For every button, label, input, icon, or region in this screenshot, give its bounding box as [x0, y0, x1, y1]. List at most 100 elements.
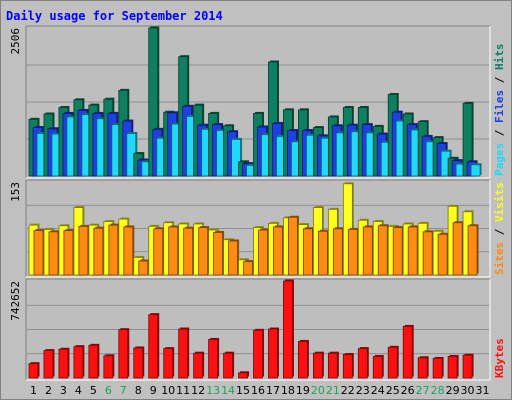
sites-bar — [273, 226, 283, 276]
legend-separator: / — [493, 222, 506, 242]
kbytes-bar — [58, 348, 69, 379]
kbytes-bar — [417, 357, 428, 379]
day-label: 12 — [191, 384, 205, 397]
kbytes-bar — [133, 347, 144, 379]
day-label: 17 — [266, 384, 280, 397]
chart-title: Daily usage for September 2014 — [6, 9, 223, 23]
kbytes-bar — [253, 329, 263, 379]
day-label: 31 — [476, 384, 490, 397]
day-label: 30 — [461, 384, 475, 397]
day-label: 1 — [30, 384, 37, 397]
legend-visits: Visits — [493, 182, 506, 222]
legend-files: Files — [493, 90, 506, 123]
kbytes-bar — [178, 328, 189, 379]
kbytes-bar — [148, 314, 159, 379]
sites-bar — [183, 227, 194, 276]
kbytes-bar — [193, 352, 204, 379]
day-label: 28 — [431, 384, 445, 397]
kbytes-bar — [88, 344, 99, 379]
day-label: 11 — [176, 384, 190, 397]
day-label: 8 — [135, 384, 142, 397]
legend-separator: / — [493, 70, 506, 90]
sites-bar — [123, 226, 134, 276]
day-label: 5 — [90, 384, 97, 397]
day-axis-labels: 1 2 3 4 5 6 7 8 9 10 11 12 13 14 15 16 17 18 19 20 21 22 23 24 2… — [30, 384, 490, 397]
top-panel: 2506 Pages / Files / Hits — [9, 25, 506, 179]
legend-separator: / — [493, 123, 506, 143]
kbytes-bar — [372, 356, 383, 379]
sites-bar — [63, 230, 74, 276]
legend-pages: Pages — [493, 143, 506, 176]
sites-bar — [213, 232, 224, 276]
sites-bar — [317, 230, 328, 276]
day-label: 3 — [60, 384, 67, 397]
kbytes-bar — [268, 328, 278, 379]
day-label: 13 — [206, 384, 220, 397]
kbytes-bar — [357, 348, 368, 379]
sites-bar — [198, 227, 209, 276]
top-max-label: 2506 — [9, 28, 22, 55]
sites-bar — [153, 228, 164, 276]
pages-bar — [470, 164, 481, 177]
sites-bar — [243, 261, 253, 276]
bottom-legend: KBytes — [493, 338, 506, 378]
sites-bar — [168, 226, 179, 276]
day-label: 29 — [446, 384, 460, 397]
sites-bar — [78, 225, 89, 276]
legend-sites: Sites — [493, 242, 506, 275]
day-label: 2 — [45, 384, 52, 397]
kbytes-bar — [298, 341, 308, 379]
sites-bar — [228, 240, 238, 276]
kbytes-bar — [223, 352, 233, 379]
day-label: 21 — [326, 384, 340, 397]
day-label: 23 — [356, 384, 370, 397]
sites-bar — [437, 233, 448, 276]
sites-bar — [407, 226, 418, 276]
day-label: 4 — [75, 384, 82, 397]
kbytes-bar — [208, 339, 219, 379]
kbytes-bar — [118, 329, 129, 379]
middle-legend: Sites / Visits — [493, 182, 506, 275]
day-label: 26 — [401, 384, 415, 397]
kbytes-bar — [312, 352, 323, 379]
day-label: 6 — [105, 384, 112, 397]
day-label: 18 — [281, 384, 295, 397]
day-label: 10 — [161, 384, 175, 397]
day-label: 27 — [416, 384, 430, 397]
day-label: 20 — [311, 384, 325, 397]
bottom-max-label: 742652 — [9, 281, 22, 321]
sites-bar — [288, 216, 298, 276]
sites-bar — [108, 224, 119, 276]
sites-bar — [332, 228, 343, 276]
sites-bar — [303, 228, 313, 276]
pages-bar — [231, 138, 241, 177]
kbytes-bar — [342, 354, 353, 379]
kbytes-bar — [327, 352, 338, 379]
bottom-panel: 742652 KBytes — [9, 278, 506, 381]
kbytes-bar — [73, 346, 84, 379]
day-label: 22 — [341, 384, 355, 397]
kbytes-bar — [447, 356, 458, 379]
top-legend: Pages / Files / Hits — [493, 44, 506, 177]
legend-kbytes: KBytes — [493, 338, 506, 378]
kbytes-bar — [402, 326, 413, 379]
day-label: 14 — [221, 384, 235, 397]
sites-bar — [452, 222, 463, 276]
kbytes-bar — [462, 354, 473, 379]
day-label: 7 — [120, 384, 127, 397]
legend-hits: Hits — [493, 44, 506, 71]
kbytes-bar — [103, 355, 114, 379]
kbytes-bar — [43, 350, 54, 379]
sites-bar — [48, 231, 59, 276]
sites-bar — [467, 225, 478, 276]
day-label: 15 — [236, 384, 250, 397]
sites-bar — [377, 225, 388, 276]
middle-max-label: 153 — [9, 182, 22, 202]
kbytes-bar — [387, 346, 398, 379]
kbytes-bar — [238, 372, 248, 379]
day-label: 19 — [296, 384, 310, 397]
middle-panel: 153 Sites / Visits — [9, 179, 506, 278]
sites-bar — [138, 260, 149, 276]
sites-bar — [422, 231, 433, 276]
